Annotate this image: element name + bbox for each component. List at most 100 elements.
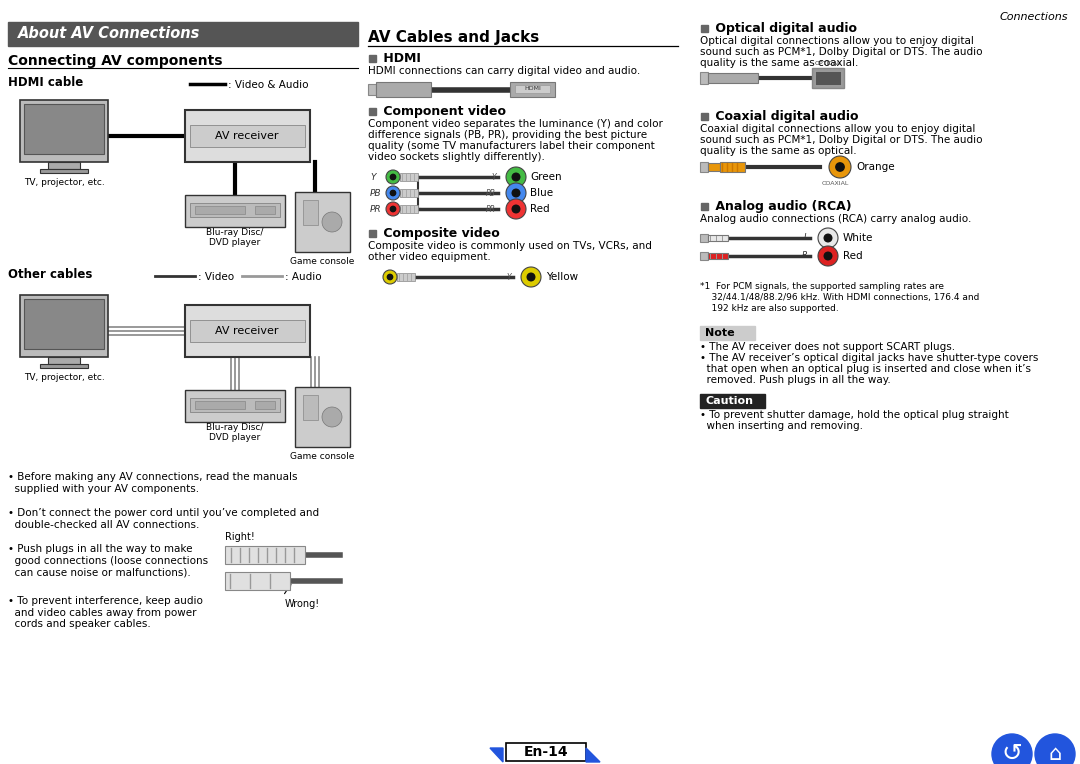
Bar xyxy=(708,163,720,171)
Circle shape xyxy=(388,274,393,280)
Text: Analog audio (RCA): Analog audio (RCA) xyxy=(711,200,852,213)
Text: quality is the same as coaxial.: quality is the same as coaxial. xyxy=(700,58,859,68)
Text: COAXIAL: COAXIAL xyxy=(821,181,849,186)
Text: Component video: Component video xyxy=(379,105,507,118)
Bar xyxy=(400,173,418,181)
Text: AV Cables and Jacks: AV Cables and Jacks xyxy=(368,30,539,45)
Circle shape xyxy=(507,183,526,203)
Circle shape xyxy=(824,235,832,241)
Bar xyxy=(190,320,305,342)
Text: : Video & Audio: : Video & Audio xyxy=(228,80,309,90)
Text: Y: Y xyxy=(491,173,496,182)
Text: • Don’t connect the power cord until you’ve completed and
  double-checked all A: • Don’t connect the power cord until you… xyxy=(8,508,319,529)
Text: Orange: Orange xyxy=(856,162,894,172)
Bar xyxy=(708,253,728,259)
Circle shape xyxy=(824,252,832,260)
Bar xyxy=(400,189,418,197)
Text: AV receiver: AV receiver xyxy=(215,326,279,336)
Bar xyxy=(700,72,708,84)
Circle shape xyxy=(322,212,342,232)
Circle shape xyxy=(390,206,395,212)
Bar xyxy=(255,206,275,214)
Text: quality is the same as optical.: quality is the same as optical. xyxy=(700,146,856,156)
Text: ⌂: ⌂ xyxy=(1049,744,1062,764)
Bar xyxy=(701,202,708,209)
Circle shape xyxy=(829,156,851,178)
Bar xyxy=(812,68,843,88)
Text: removed. Push plugs in all the way.: removed. Push plugs in all the way. xyxy=(700,375,891,385)
Text: HDMI: HDMI xyxy=(379,52,421,65)
Bar xyxy=(515,85,550,93)
Text: Green: Green xyxy=(530,172,562,182)
Bar xyxy=(8,22,357,46)
Text: quality (some TV manufacturers label their component: quality (some TV manufacturers label the… xyxy=(368,141,654,151)
Bar xyxy=(369,229,376,237)
Circle shape xyxy=(818,246,838,266)
Text: • Before making any AV connections, read the manuals
  supplied with your AV com: • Before making any AV connections, read… xyxy=(8,472,297,494)
Bar xyxy=(195,401,245,409)
Text: TV, projector, etc.: TV, projector, etc. xyxy=(24,178,105,187)
Bar xyxy=(48,162,80,169)
Text: • Push plugs in all the way to make
  good connections (loose connections
  can : • Push plugs in all the way to make good… xyxy=(8,544,208,577)
Text: PB: PB xyxy=(486,189,496,198)
Bar xyxy=(400,205,418,213)
Bar xyxy=(720,162,745,172)
Bar xyxy=(700,394,765,408)
Bar xyxy=(701,24,708,31)
Bar xyxy=(21,100,108,162)
Text: En-14: En-14 xyxy=(524,745,568,759)
Text: R: R xyxy=(802,251,808,261)
Bar xyxy=(295,192,350,252)
Text: Coaxial digital connections allow you to enjoy digital: Coaxial digital connections allow you to… xyxy=(700,124,975,134)
Text: Note: Note xyxy=(705,328,734,338)
Bar xyxy=(225,572,291,590)
Text: Red: Red xyxy=(530,204,550,214)
Circle shape xyxy=(818,228,838,248)
Text: Component video separates the luminance (Y) and color: Component video separates the luminance … xyxy=(368,119,663,129)
Text: Game console: Game console xyxy=(289,452,354,461)
Circle shape xyxy=(386,186,400,200)
Text: DVD player: DVD player xyxy=(210,238,260,247)
Circle shape xyxy=(386,202,400,216)
Text: Caution: Caution xyxy=(705,396,753,406)
Bar xyxy=(700,326,755,340)
Circle shape xyxy=(993,734,1032,764)
Text: • To prevent shutter damage, hold the optical plug straight: • To prevent shutter damage, hold the op… xyxy=(700,410,1009,420)
Bar xyxy=(185,195,285,227)
Text: Blu-ray Disc/: Blu-ray Disc/ xyxy=(206,423,264,432)
Text: video sockets slightly differently).: video sockets slightly differently). xyxy=(368,152,545,162)
Text: PB: PB xyxy=(370,189,381,198)
Text: Blu-ray Disc/: Blu-ray Disc/ xyxy=(206,228,264,237)
Bar xyxy=(48,357,80,364)
Bar xyxy=(195,206,245,214)
Text: OPTICAL: OPTICAL xyxy=(814,61,841,66)
Bar xyxy=(701,112,708,119)
Circle shape xyxy=(322,407,342,427)
Text: sound such as PCM*1, Dolby Digital or DTS. The audio: sound such as PCM*1, Dolby Digital or DT… xyxy=(700,47,983,57)
Text: Coaxial digital audio: Coaxial digital audio xyxy=(711,110,859,123)
Bar xyxy=(24,299,104,349)
Circle shape xyxy=(527,274,535,281)
Circle shape xyxy=(512,206,519,213)
Text: : Audio: : Audio xyxy=(285,272,322,282)
Circle shape xyxy=(507,199,526,219)
Bar xyxy=(708,73,758,83)
Text: HDMI: HDMI xyxy=(525,86,541,90)
Bar xyxy=(397,273,415,281)
Bar xyxy=(368,84,376,95)
Text: Optical digital connections allow you to enjoy digital: Optical digital connections allow you to… xyxy=(700,36,974,46)
Bar xyxy=(24,104,104,154)
Bar xyxy=(708,235,728,241)
Text: that open when an optical plug is inserted and close when it’s: that open when an optical plug is insert… xyxy=(700,364,1031,374)
Text: HDMI connections can carry digital video and audio.: HDMI connections can carry digital video… xyxy=(368,66,640,76)
Bar xyxy=(21,295,108,357)
Polygon shape xyxy=(586,748,600,762)
Bar xyxy=(510,82,555,97)
Bar xyxy=(40,364,87,368)
Text: • To prevent interference, keep audio
  and video cables away from power
  cords: • To prevent interference, keep audio an… xyxy=(8,596,203,630)
Text: DVD player: DVD player xyxy=(210,433,260,442)
Bar xyxy=(369,54,376,61)
Text: 32/44.1/48/88.2/96 kHz. With HDMI connections, 176.4 and: 32/44.1/48/88.2/96 kHz. With HDMI connec… xyxy=(700,293,980,302)
Text: White: White xyxy=(843,233,874,243)
Bar xyxy=(255,401,275,409)
